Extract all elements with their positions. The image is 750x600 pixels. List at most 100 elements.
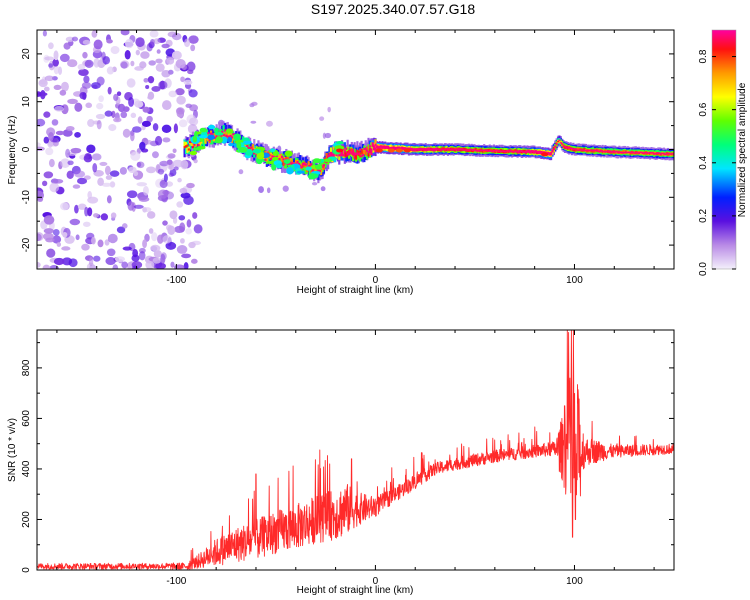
- ridge-cell: [269, 152, 273, 158]
- noise-blob: [175, 88, 185, 96]
- ridge-cell: [519, 150, 522, 152]
- noise-blob: [188, 35, 199, 44]
- noise-blob: [266, 120, 273, 127]
- noise-blob: [157, 189, 169, 199]
- ridge-cell: [393, 146, 397, 151]
- ridge-cell: [303, 162, 306, 166]
- ridge-cell: [641, 152, 645, 155]
- ridge-blob: [228, 142, 235, 147]
- colorbar-tick-label: 0.0: [698, 262, 709, 276]
- snr-y-axis-label: SNR (10 * v/v): [7, 418, 18, 482]
- ridge-cell: [343, 151, 346, 157]
- ridge-cell: [438, 148, 441, 151]
- ridge-cell: [299, 165, 302, 171]
- spectrogram-x-axis-label: Height of straight line (km): [297, 285, 414, 296]
- ridge-cell: [226, 128, 229, 139]
- noise-blob: [99, 161, 108, 166]
- noise-blob: [45, 147, 54, 156]
- noise-blob: [125, 38, 134, 49]
- ridge-cell: [520, 150, 523, 153]
- noise-blob: [42, 180, 48, 187]
- ridge-cell: [499, 150, 503, 153]
- ridge-cell: [456, 149, 459, 151]
- noise-blob: [78, 68, 89, 77]
- noise-blob: [144, 139, 153, 145]
- noise-blob: [176, 95, 186, 105]
- noise-blob: [180, 76, 185, 83]
- ridge-cell: [247, 142, 250, 152]
- noise-blob: [159, 160, 169, 167]
- ridge-cell: [307, 165, 310, 168]
- ridge-cell: [222, 125, 225, 135]
- ridge-cell: [490, 148, 493, 152]
- ridge-blob: [236, 141, 242, 150]
- ridge-cell: [223, 129, 227, 132]
- noise-blob: [327, 106, 331, 113]
- ridge-cell: [219, 135, 222, 138]
- ridge-hotspot: [395, 148, 403, 153]
- noise-blob: [77, 63, 86, 71]
- noise-blob: [171, 50, 182, 60]
- ridge-cell: [300, 166, 303, 169]
- ridge-cell: [345, 152, 348, 158]
- noise-blob: [188, 89, 198, 98]
- noise-blob: [60, 158, 71, 168]
- ridge-blob: [214, 127, 219, 134]
- noise-blob: [193, 158, 198, 164]
- ridge-cell: [497, 150, 500, 152]
- ridge-cell: [373, 145, 376, 151]
- ridge-cell: [566, 147, 569, 149]
- ridge-cell: [184, 144, 188, 155]
- noise-blob: [95, 113, 106, 120]
- ridge-cell: [522, 151, 525, 153]
- ridge-cell: [368, 148, 372, 158]
- ridge-cell: [646, 151, 649, 156]
- noise-blob: [72, 184, 81, 189]
- ridge-cell: [421, 148, 424, 151]
- ridge-cell: [612, 150, 615, 153]
- ridge-cell: [364, 147, 367, 151]
- ridge-cell: [218, 134, 221, 138]
- ridge-cell: [513, 149, 516, 153]
- noise-blob: [192, 212, 198, 219]
- noise-blob: [191, 258, 198, 264]
- y-tick-label: 400: [21, 460, 32, 477]
- ridge-cell: [403, 148, 406, 150]
- noise-blob: [96, 76, 105, 86]
- ridge-cell: [655, 152, 659, 154]
- ridge-cell: [434, 148, 437, 151]
- ridge-cell: [619, 151, 622, 154]
- noise-blob: [128, 166, 137, 174]
- ridge-cell: [317, 169, 320, 172]
- ridge-cell: [501, 150, 504, 152]
- noise-blob: [319, 116, 325, 121]
- ridge-cell: [226, 135, 229, 138]
- noise-blob: [44, 56, 55, 61]
- noise-blob: [180, 192, 191, 199]
- ridge-cell: [629, 151, 632, 155]
- noise-blob: [161, 43, 170, 49]
- ridge-cell: [248, 147, 252, 150]
- ridge-cell: [590, 149, 593, 153]
- noise-blob: [149, 30, 159, 38]
- noise-blob: [181, 253, 192, 259]
- noise-blob: [142, 239, 147, 249]
- noise-blob: [37, 146, 45, 151]
- ridge-cell: [558, 139, 561, 141]
- ridge-cell: [303, 164, 306, 174]
- noise-blob: [63, 42, 71, 50]
- ridge-cell: [561, 143, 564, 145]
- noise-blob: [130, 151, 141, 161]
- ridge-hotspot: [375, 148, 383, 153]
- ridge-blob: [252, 148, 262, 154]
- ridge-cell: [648, 152, 652, 154]
- ridge-cell: [530, 150, 533, 153]
- noise-blob: [110, 46, 120, 55]
- ridge-cell: [547, 151, 550, 156]
- noise-blob: [96, 119, 102, 130]
- ridge-cell: [625, 151, 628, 154]
- noise-blob: [176, 245, 188, 254]
- ridge-cell: [281, 157, 284, 162]
- ridge-cell: [289, 158, 292, 164]
